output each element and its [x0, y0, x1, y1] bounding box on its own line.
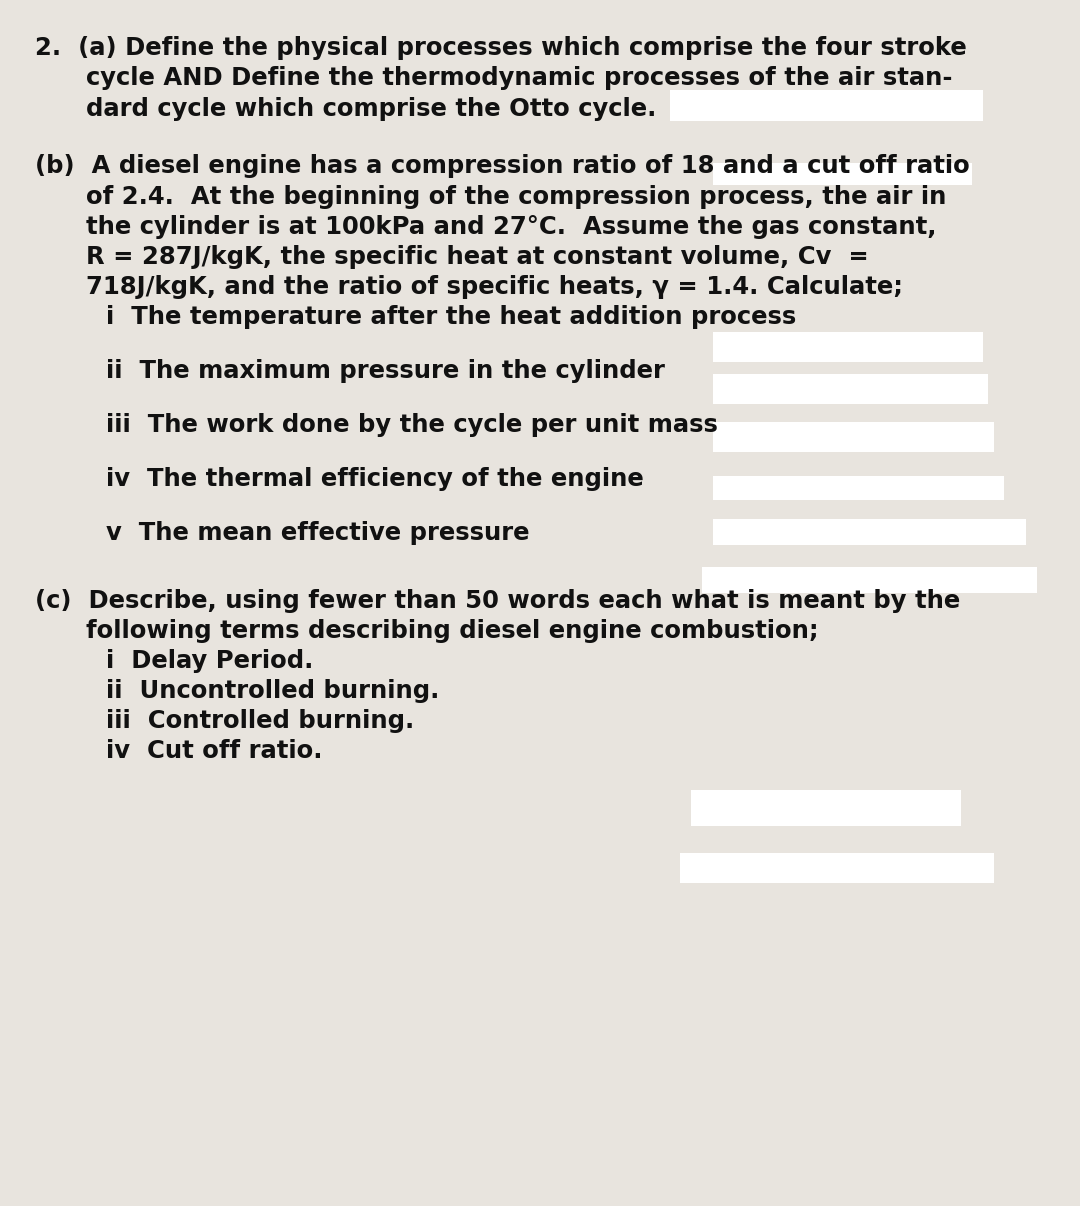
Bar: [713, 519, 1026, 545]
Text: (c)  Describe, using fewer than 50 words each what is meant by the: (c) Describe, using fewer than 50 words …: [35, 589, 960, 613]
Bar: [713, 163, 972, 185]
Text: cycle AND Define the thermodynamic processes of the air stan-: cycle AND Define the thermodynamic proce…: [86, 66, 953, 90]
Text: iv  Cut off ratio.: iv Cut off ratio.: [106, 739, 322, 763]
Text: of 2.4.  At the beginning of the compression process, the air in: of 2.4. At the beginning of the compress…: [86, 185, 947, 209]
Text: 718J/kgK, and the ratio of specific heats, γ = 1.4. Calculate;: 718J/kgK, and the ratio of specific heat…: [86, 275, 903, 299]
Text: dard cycle which comprise the Otto cycle.: dard cycle which comprise the Otto cycle…: [86, 96, 657, 121]
Text: iii  The work done by the cycle per unit mass: iii The work done by the cycle per unit …: [106, 412, 718, 437]
Text: iii  Controlled burning.: iii Controlled burning.: [106, 709, 414, 733]
Text: 2.  (a) Define the physical processes which comprise the four stroke: 2. (a) Define the physical processes whi…: [35, 36, 967, 60]
Text: (b)  A diesel engine has a compression ratio of 18 and a cut off ratio: (b) A diesel engine has a compression ra…: [35, 154, 970, 178]
Text: the cylinder is at 100kPa and 27°C.  Assume the gas constant,: the cylinder is at 100kPa and 27°C. Assu…: [86, 215, 937, 239]
Bar: [691, 790, 961, 826]
Text: ii  Uncontrolled burning.: ii Uncontrolled burning.: [106, 679, 440, 703]
Text: i  The temperature after the heat addition process: i The temperature after the heat additio…: [106, 305, 796, 329]
Text: R = 287J/kgK, the specific heat at constant volume, Cv  =: R = 287J/kgK, the specific heat at const…: [86, 245, 869, 269]
Text: v  The mean effective pressure: v The mean effective pressure: [106, 521, 529, 545]
Bar: [713, 374, 988, 404]
Bar: [670, 90, 983, 121]
Bar: [702, 567, 1037, 593]
Text: following terms describing diesel engine combustion;: following terms describing diesel engine…: [86, 619, 819, 643]
Bar: [713, 476, 1004, 500]
Bar: [713, 422, 994, 452]
Text: ii  The maximum pressure in the cylinder: ii The maximum pressure in the cylinder: [106, 359, 664, 384]
Text: i  Delay Period.: i Delay Period.: [106, 649, 313, 673]
Bar: [680, 853, 994, 883]
Text: iv  The thermal efficiency of the engine: iv The thermal efficiency of the engine: [106, 467, 644, 491]
Bar: [713, 332, 983, 362]
